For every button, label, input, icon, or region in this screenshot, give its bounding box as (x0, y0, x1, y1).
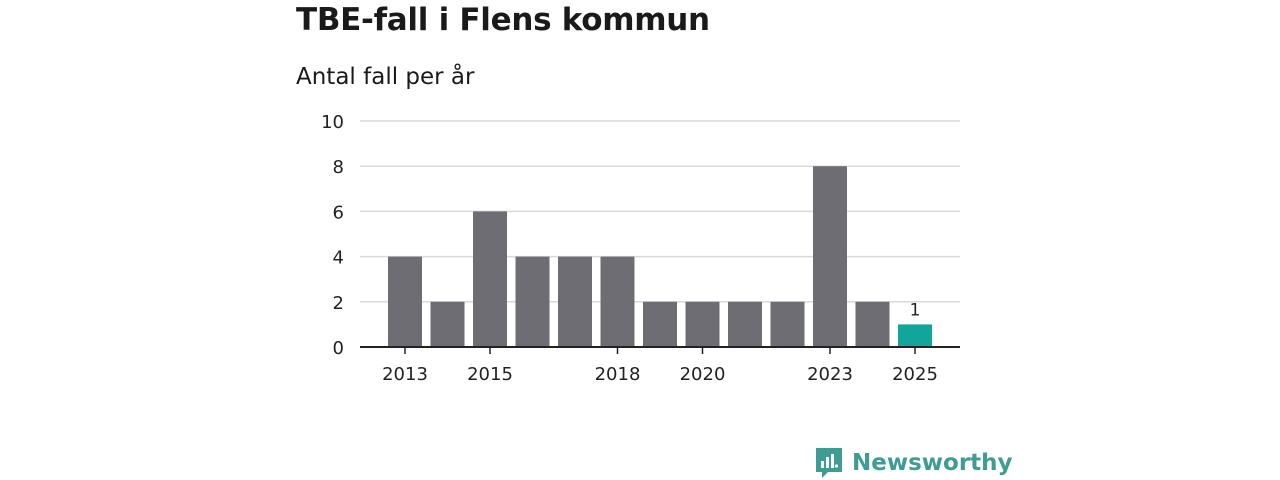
bar-2023 (813, 166, 847, 347)
x-tick-label: 2025 (892, 364, 938, 385)
x-tick-label: 2013 (382, 364, 428, 385)
brand-name: Newsworthy (852, 450, 1013, 476)
y-tick-label: 4 (333, 248, 344, 269)
bar-2022 (770, 301, 805, 347)
bar-2018 (600, 256, 635, 347)
axes: 0 2 4 6 8 10 2013 2015 2018 2020 2023 2025 (321, 112, 960, 385)
bar-2015 (473, 211, 507, 347)
y-tick-label: 8 (333, 157, 344, 178)
x-tick-label: 2023 (807, 364, 853, 385)
chart-title: TBE-fall i Flens kommun (296, 2, 710, 38)
data-label-2025: 1 (910, 300, 921, 320)
y-tick-label: 0 (333, 338, 344, 359)
newsworthy-logo-icon (816, 448, 842, 478)
bar-2025 (898, 324, 932, 347)
chart-subtitle: Antal fall per år (296, 64, 475, 90)
data-labels: 1 (910, 300, 921, 320)
y-tick-label: 10 (321, 112, 344, 133)
x-tick-label: 2020 (680, 364, 726, 385)
bars (388, 166, 932, 347)
bar-2017 (558, 256, 592, 347)
bar-chart: 1 0 2 4 6 8 10 2013 2015 2018 2020 2023 2025 (321, 112, 960, 385)
y-tick-label: 6 (333, 202, 344, 223)
y-tick-label: 2 (333, 293, 344, 314)
bar-2024 (855, 301, 890, 347)
bar-2021 (728, 301, 762, 347)
bar-2020 (685, 301, 720, 347)
bar-2016 (515, 256, 550, 347)
grid-lines (360, 120, 960, 303)
bar-2013 (388, 256, 422, 347)
x-tick-label: 2015 (467, 364, 513, 385)
bar-2014 (430, 301, 465, 347)
brand-logo: Newsworthy (814, 446, 1013, 480)
x-tick-label: 2018 (595, 364, 641, 385)
bar-2019 (643, 301, 677, 347)
